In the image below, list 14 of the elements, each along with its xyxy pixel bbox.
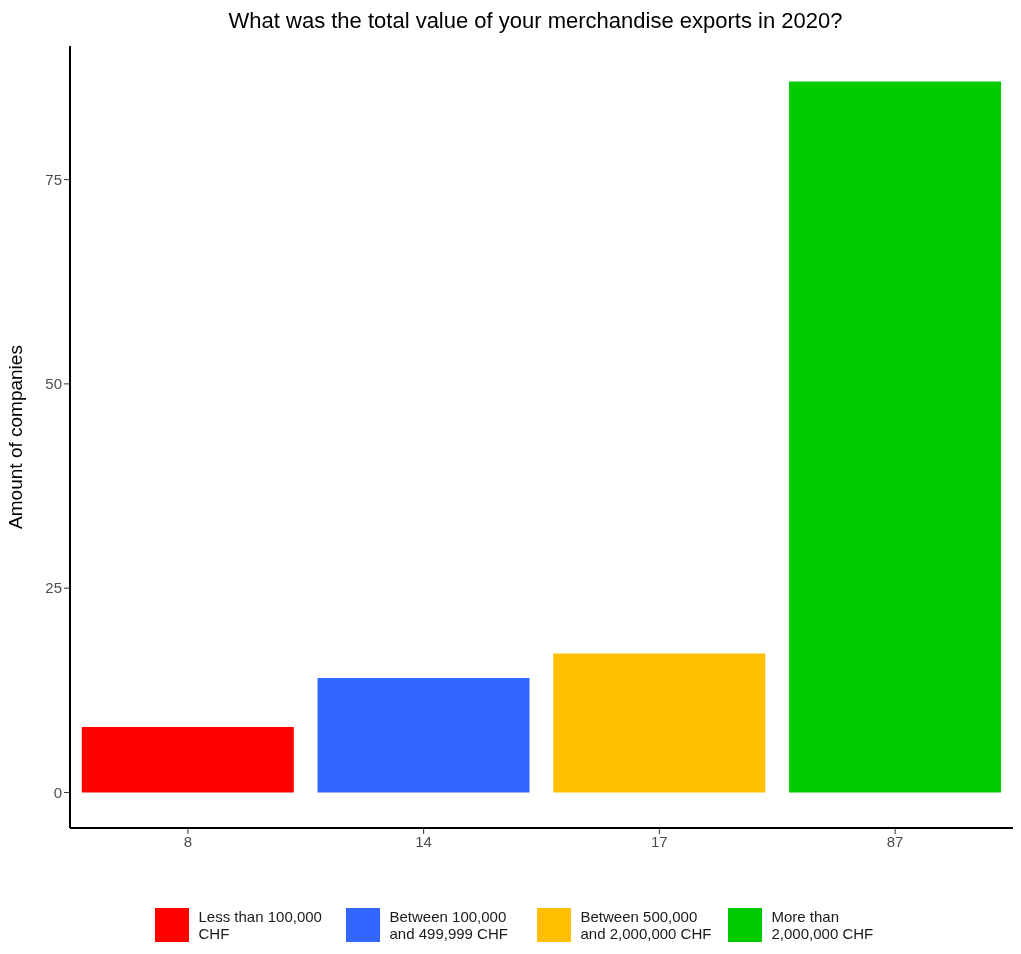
y-tick-label: 50 [45, 375, 62, 393]
chart-title: What was the total value of your merchandise exports in 2020? [227, 8, 844, 35]
x-tick-label: 87 [886, 832, 904, 850]
legend-label: Less than 100,000 CHF [198, 908, 323, 942]
x-tick-label: 8 [183, 832, 193, 850]
y-tick-label: 25 [45, 579, 62, 597]
x-tick-label: 17 [651, 832, 668, 850]
y-tick-label: 0 [53, 783, 62, 801]
y-tick-label: 75 [45, 170, 62, 188]
legend-label: Between 500,000 and 2,000,000 CHF [580, 908, 713, 942]
x-tick-label: 14 [415, 832, 432, 850]
legend-label: Between 100,000 and 499,999 CHF [389, 908, 509, 942]
legend-label: More than 2,000,000 CHF [771, 908, 875, 942]
y-axis-title: Amount of companies [4, 345, 26, 529]
